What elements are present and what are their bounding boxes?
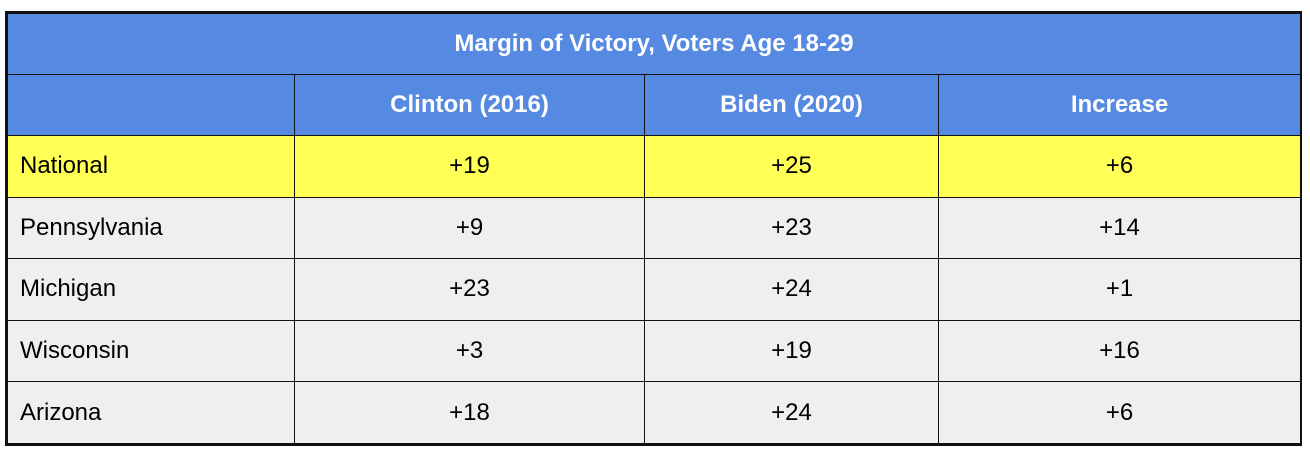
value-cell-biden: +24 — [644, 258, 939, 321]
value-cell-clinton: +3 — [294, 319, 645, 383]
value-cell-clinton: +18 — [294, 381, 645, 444]
title-row: Margin of Victory, Voters Age 18-29 — [6, 13, 1302, 75]
value-cell-increase: +16 — [937, 319, 1302, 383]
row-label: Wisconsin — [7, 319, 295, 383]
table-row: Pennsylvania +9 +23 +14 — [7, 196, 1302, 260]
value-cell-biden: +24 — [644, 381, 939, 444]
value-cell-increase: +1 — [937, 258, 1302, 321]
table-row: National +19 +25 +6 — [7, 135, 1302, 198]
value-cell-clinton: +23 — [294, 258, 645, 321]
table-title: Margin of Victory, Voters Age 18-29 — [6, 13, 1302, 75]
row-label: Michigan — [7, 258, 295, 321]
table-row: Arizona +18 +24 +6 — [7, 381, 1302, 444]
row-label: Pennsylvania — [7, 196, 295, 260]
table-row: Michigan +23 +24 +1 — [7, 258, 1302, 321]
row-label: Arizona — [7, 381, 295, 444]
value-cell-increase: +6 — [937, 135, 1302, 198]
value-cell-biden: +19 — [644, 319, 939, 383]
header-cell-empty — [7, 74, 295, 136]
header-cell-biden: Biden (2020) — [644, 74, 939, 136]
header-row: Clinton (2016) Biden (2020) Increase — [7, 74, 1302, 136]
table-body: National +19 +25 +6 Pennsylvania +9 +23 … — [7, 135, 1302, 444]
table-row: Wisconsin +3 +19 +16 — [7, 319, 1302, 383]
margin-table-container: Margin of Victory, Voters Age 18-29 Clin… — [5, 11, 1302, 446]
value-cell-biden: +23 — [644, 196, 939, 260]
value-cell-biden: +25 — [644, 135, 939, 198]
row-label: National — [7, 135, 295, 198]
value-cell-increase: +6 — [937, 381, 1302, 444]
margin-of-victory-table: Margin of Victory, Voters Age 18-29 Clin… — [6, 13, 1302, 444]
header-cell-clinton: Clinton (2016) — [294, 74, 645, 136]
value-cell-clinton: +9 — [294, 196, 645, 260]
value-cell-increase: +14 — [937, 196, 1302, 260]
value-cell-clinton: +19 — [294, 135, 645, 198]
header-cell-increase: Increase — [937, 74, 1302, 136]
